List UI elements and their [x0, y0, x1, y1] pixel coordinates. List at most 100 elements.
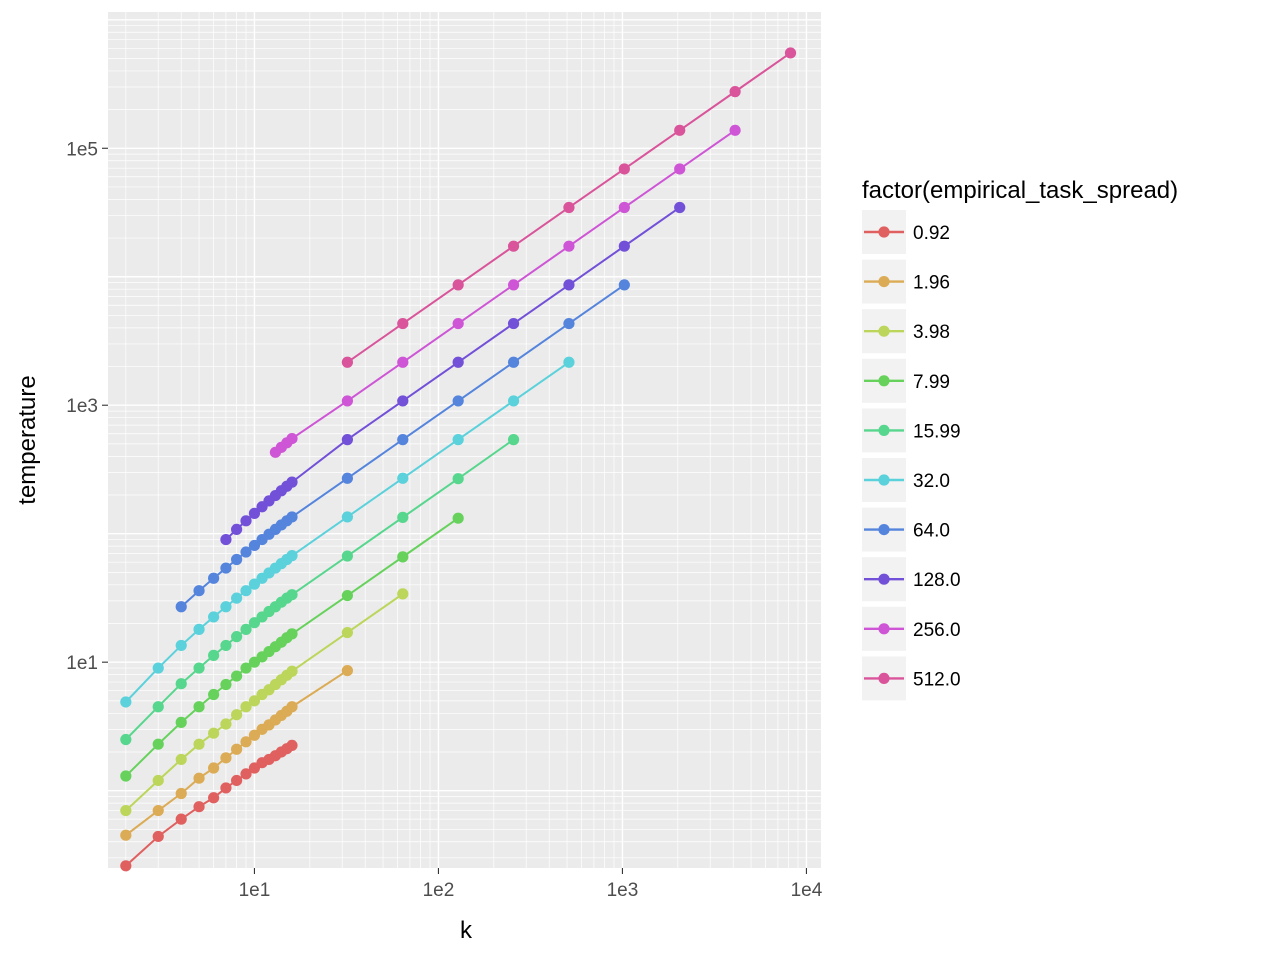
series-512.0 [341, 47, 797, 368]
data-point [120, 696, 132, 708]
data-point [286, 550, 298, 562]
data-point [240, 736, 252, 748]
data-point [240, 546, 252, 558]
legend-key-point [878, 375, 890, 387]
y-tick-label: 1e5 [66, 139, 98, 160]
data-point [341, 395, 353, 407]
legend-item: 512.0 [862, 656, 961, 701]
data-point [240, 515, 252, 527]
data-point [220, 718, 232, 730]
data-point [397, 356, 409, 368]
legend-title: factor(empirical_task_spread) [862, 177, 1178, 204]
data-point [231, 523, 243, 536]
series-0.92 [120, 739, 298, 872]
data-point [452, 395, 464, 407]
x-axis-title: k [460, 917, 473, 944]
data-point [341, 356, 353, 368]
data-point [193, 623, 205, 635]
legend: factor(empirical_task_spread) 0.92 1.96 3.… [862, 177, 1178, 701]
data-point [618, 163, 630, 175]
legend-label: 3.98 [913, 322, 950, 343]
data-point [248, 617, 261, 629]
legend-label: 0.92 [913, 223, 950, 244]
legend-key-point [878, 573, 890, 585]
data-point [240, 768, 252, 780]
data-point [152, 701, 164, 713]
data-point [341, 626, 353, 639]
data-point [152, 662, 164, 674]
legend-label: 128.0 [913, 570, 961, 591]
data-point [507, 279, 520, 291]
legend-label: 32.0 [913, 471, 950, 492]
data-point [507, 434, 520, 446]
data-point [341, 511, 353, 523]
data-point [452, 279, 464, 291]
series-layer [120, 47, 797, 872]
data-point [175, 601, 187, 613]
plot-panel [108, 12, 821, 868]
data-point [231, 553, 243, 566]
legend-key-point [878, 276, 890, 288]
data-point [152, 774, 164, 787]
data-point [193, 701, 205, 713]
data-point [397, 588, 409, 600]
legend-key-point [878, 524, 890, 536]
x-tick-label: 1e3 [607, 880, 639, 901]
data-point [563, 240, 575, 252]
data-point [341, 434, 353, 446]
legend-item: 15.99 [862, 408, 961, 453]
data-point [193, 738, 205, 750]
series-64.0 [175, 279, 630, 613]
legend-key-point [878, 226, 890, 238]
data-point [240, 585, 252, 597]
data-point [248, 695, 261, 707]
minor-gridlines [108, 12, 821, 868]
data-point [175, 787, 187, 800]
legend-label: 64.0 [913, 521, 950, 542]
data-point [286, 589, 298, 601]
data-point [193, 662, 205, 674]
data-point [397, 551, 409, 563]
data-point [120, 804, 132, 817]
legend-label: 512.0 [913, 669, 961, 690]
data-point [120, 860, 132, 872]
data-point [674, 163, 686, 175]
series-15.99 [120, 434, 520, 746]
legend-item: 64.0 [862, 507, 950, 552]
data-point [220, 533, 232, 546]
data-point [208, 611, 220, 623]
data-point [231, 743, 243, 755]
data-point [452, 356, 464, 368]
y-tick-label: 1e3 [66, 396, 98, 417]
data-point [729, 124, 741, 136]
y-axis-title: temperature [14, 375, 41, 504]
data-point [248, 539, 261, 552]
legend-key-point [878, 474, 890, 486]
data-point [208, 792, 220, 804]
x-axis: 1e1 1e2 1e3 1e4 [239, 868, 823, 901]
data-point [208, 572, 220, 584]
legend-item: 7.99 [862, 358, 950, 403]
y-axis: 1e1 1e3 1e5 [66, 139, 108, 674]
data-point [452, 434, 464, 446]
data-point [674, 201, 686, 214]
data-point [175, 753, 187, 766]
data-point [240, 701, 252, 713]
data-point [231, 670, 243, 682]
data-point [175, 716, 187, 728]
data-point [175, 813, 187, 825]
data-point [220, 752, 232, 764]
legend-key-point [878, 424, 890, 436]
data-point [220, 639, 232, 652]
data-point [286, 432, 298, 445]
data-point [618, 201, 630, 214]
data-point [563, 356, 575, 368]
data-point [341, 664, 353, 677]
data-point [208, 688, 220, 701]
data-point [120, 733, 132, 746]
data-point [784, 47, 797, 59]
legend-label: 7.99 [913, 372, 950, 393]
y-tick-label: 1e1 [66, 653, 98, 674]
data-point [208, 762, 220, 774]
